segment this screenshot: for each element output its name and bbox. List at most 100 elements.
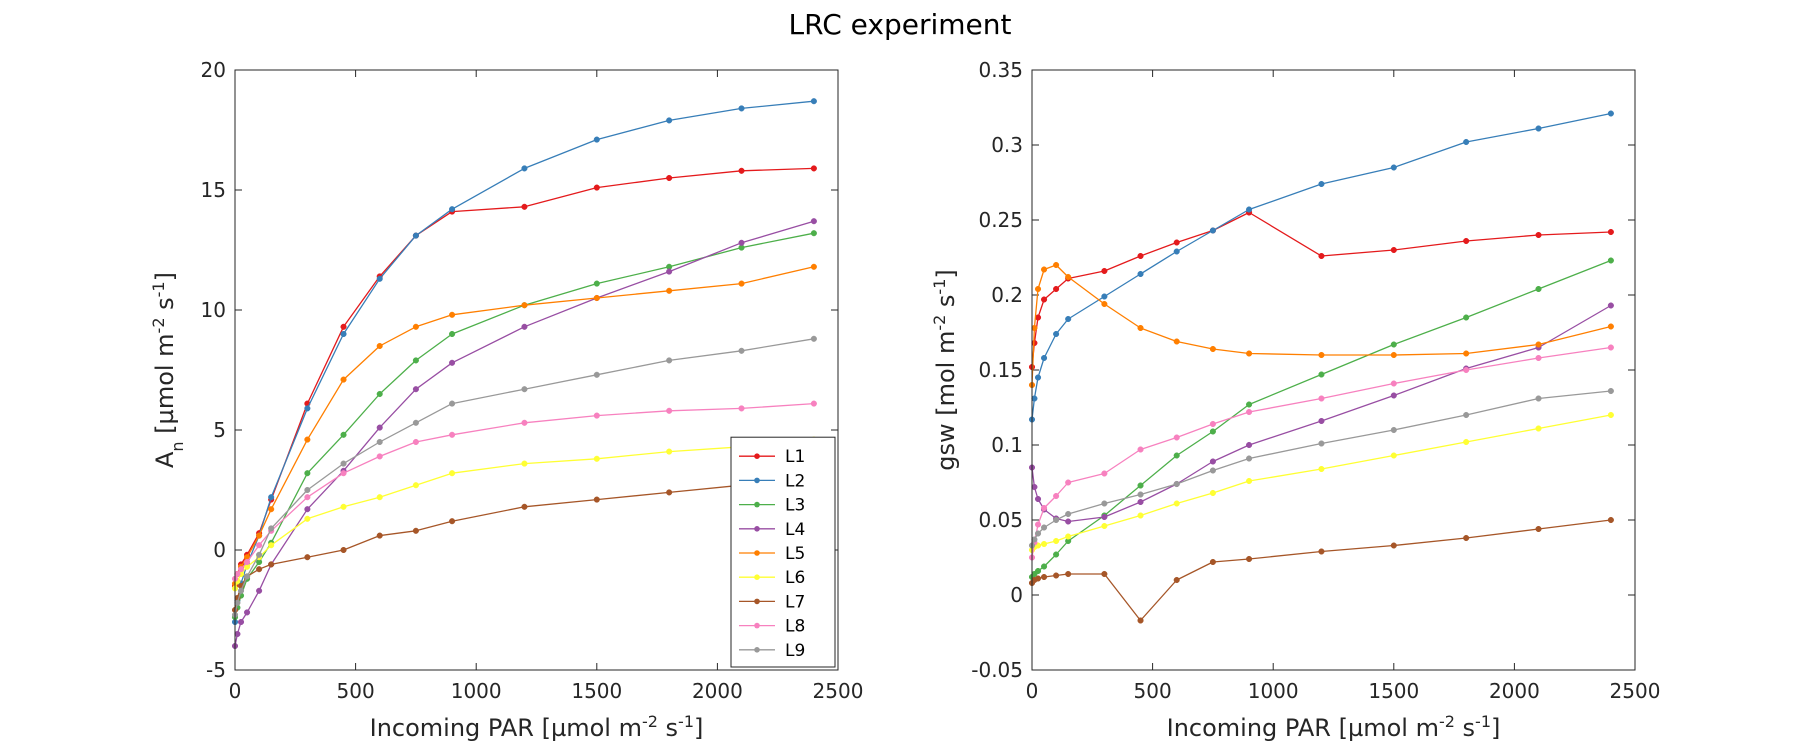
- legend-swatch-marker-L7: [754, 598, 760, 605]
- data-point-L3: [1034, 567, 1042, 575]
- data-point-L2: [268, 494, 275, 501]
- data-point-L7: [1065, 570, 1072, 578]
- legend-swatch-marker-L6: [754, 574, 760, 580]
- y-axis-label: gsw [mol m-2 s-1]: [930, 269, 961, 471]
- data-point-L1: [1137, 252, 1144, 260]
- data-point-L7: [1034, 575, 1042, 582]
- legend-swatch-marker-L3: [754, 501, 760, 508]
- data-point-L6: [521, 460, 528, 467]
- data-point-L3: [449, 330, 456, 338]
- data-point-L6: [1318, 465, 1325, 473]
- data-point-L2: [1053, 330, 1060, 338]
- data-point-L2: [449, 206, 456, 213]
- data-point-L4: [666, 268, 673, 275]
- data-point-L5: [1607, 323, 1614, 330]
- data-point-L5: [738, 280, 745, 287]
- data-point-L8: [256, 542, 263, 549]
- data-point-L8: [1173, 434, 1180, 441]
- data-point-L8: [237, 566, 245, 573]
- data-point-L3: [1053, 551, 1060, 558]
- data-point-L7: [256, 566, 263, 573]
- data-point-L4: [237, 618, 245, 626]
- data-point-L8: [1318, 395, 1325, 402]
- data-point-L8: [1041, 504, 1048, 512]
- data-point-L7: [1463, 534, 1470, 542]
- data-point-L5: [256, 532, 263, 539]
- data-point-L2: [1101, 293, 1108, 300]
- data-point-L7: [1173, 576, 1180, 584]
- data-point-L3: [1607, 257, 1614, 264]
- y-tick-label: 0.3: [991, 133, 1023, 157]
- data-point-L3: [1463, 314, 1470, 321]
- data-point-L9: [1034, 530, 1042, 537]
- data-point-L1: [1607, 228, 1614, 236]
- data-point-L2: [376, 275, 383, 282]
- data-point-L4: [376, 424, 383, 431]
- data-point-L5: [1535, 341, 1542, 348]
- data-point-L9: [449, 400, 456, 407]
- data-point-L5: [521, 302, 528, 309]
- data-point-L3: [810, 230, 817, 237]
- data-point-L9: [1535, 395, 1542, 402]
- data-point-L4: [1209, 458, 1216, 465]
- data-point-L3: [1209, 428, 1216, 435]
- data-point-L9: [1101, 500, 1108, 507]
- legend-label-L6: L6: [785, 568, 805, 588]
- series-line-L7: [1031, 519, 1611, 622]
- data-point-L2: [1246, 206, 1253, 213]
- figure-title: LRC experiment: [788, 8, 1012, 41]
- data-point-L7: [593, 496, 600, 503]
- x-tick-label: 1000: [1248, 679, 1299, 703]
- data-point-L4: [412, 386, 419, 393]
- data-point-L9: [412, 419, 419, 426]
- x-tick-label: 2500: [1610, 679, 1661, 703]
- legend-label-L8: L8: [785, 617, 805, 637]
- x-axis-label: Incoming PAR [µmol m-2 s-1]: [370, 712, 704, 743]
- data-point-L2: [1065, 315, 1072, 323]
- legend-label-L2: L2: [785, 471, 805, 491]
- data-point-L7: [1101, 570, 1108, 578]
- data-point-L6: [449, 470, 456, 477]
- data-point-L8: [1053, 492, 1060, 500]
- data-point-L6: [666, 448, 673, 455]
- data-point-L5: [810, 263, 817, 270]
- legend-label-L9: L9: [785, 641, 805, 661]
- data-point-L4: [1246, 441, 1253, 449]
- data-point-L7: [1041, 573, 1048, 581]
- data-point-L7: [1318, 548, 1325, 555]
- data-point-L1: [1041, 296, 1048, 303]
- data-point-L8: [1137, 446, 1144, 453]
- data-point-L5: [340, 376, 347, 383]
- data-point-L2: [412, 232, 419, 239]
- data-point-L1: [1053, 285, 1060, 293]
- data-point-L9: [376, 438, 383, 446]
- data-point-L7: [376, 532, 383, 539]
- data-point-L7: [666, 489, 673, 496]
- data-point-L9: [738, 347, 745, 354]
- data-point-L2: [1034, 374, 1042, 381]
- y-tick-label: -5: [206, 658, 226, 682]
- data-point-L6: [593, 455, 600, 462]
- legend-swatch-marker-L8: [754, 622, 760, 629]
- data-point-L3: [1318, 371, 1325, 378]
- series-line-L4: [1031, 304, 1612, 523]
- x-tick-label: 2000: [1489, 679, 1540, 703]
- data-point-L7: [1390, 542, 1397, 549]
- data-point-L9: [340, 460, 347, 467]
- data-point-L3: [412, 357, 419, 364]
- data-point-L1: [1318, 252, 1325, 260]
- x-tick-label: 500: [337, 679, 375, 703]
- x-tick-label: 2500: [813, 679, 864, 703]
- chart-panel-2: 0 500 1000 1500 2000 2500-0.0500.050.10.150.2…: [930, 58, 1661, 742]
- data-point-L3: [376, 390, 383, 398]
- series-line-L6: [1031, 414, 1612, 551]
- data-point-L6: [1173, 500, 1180, 507]
- data-point-L4: [1607, 302, 1614, 309]
- y-tick-label: 0.35: [978, 58, 1023, 82]
- data-point-L1: [1101, 267, 1108, 275]
- data-point-L2: [1318, 180, 1325, 188]
- data-point-L9: [304, 486, 311, 494]
- data-point-L6: [376, 494, 383, 501]
- data-point-L3: [340, 431, 347, 438]
- legend-swatch-marker-L9: [754, 647, 760, 653]
